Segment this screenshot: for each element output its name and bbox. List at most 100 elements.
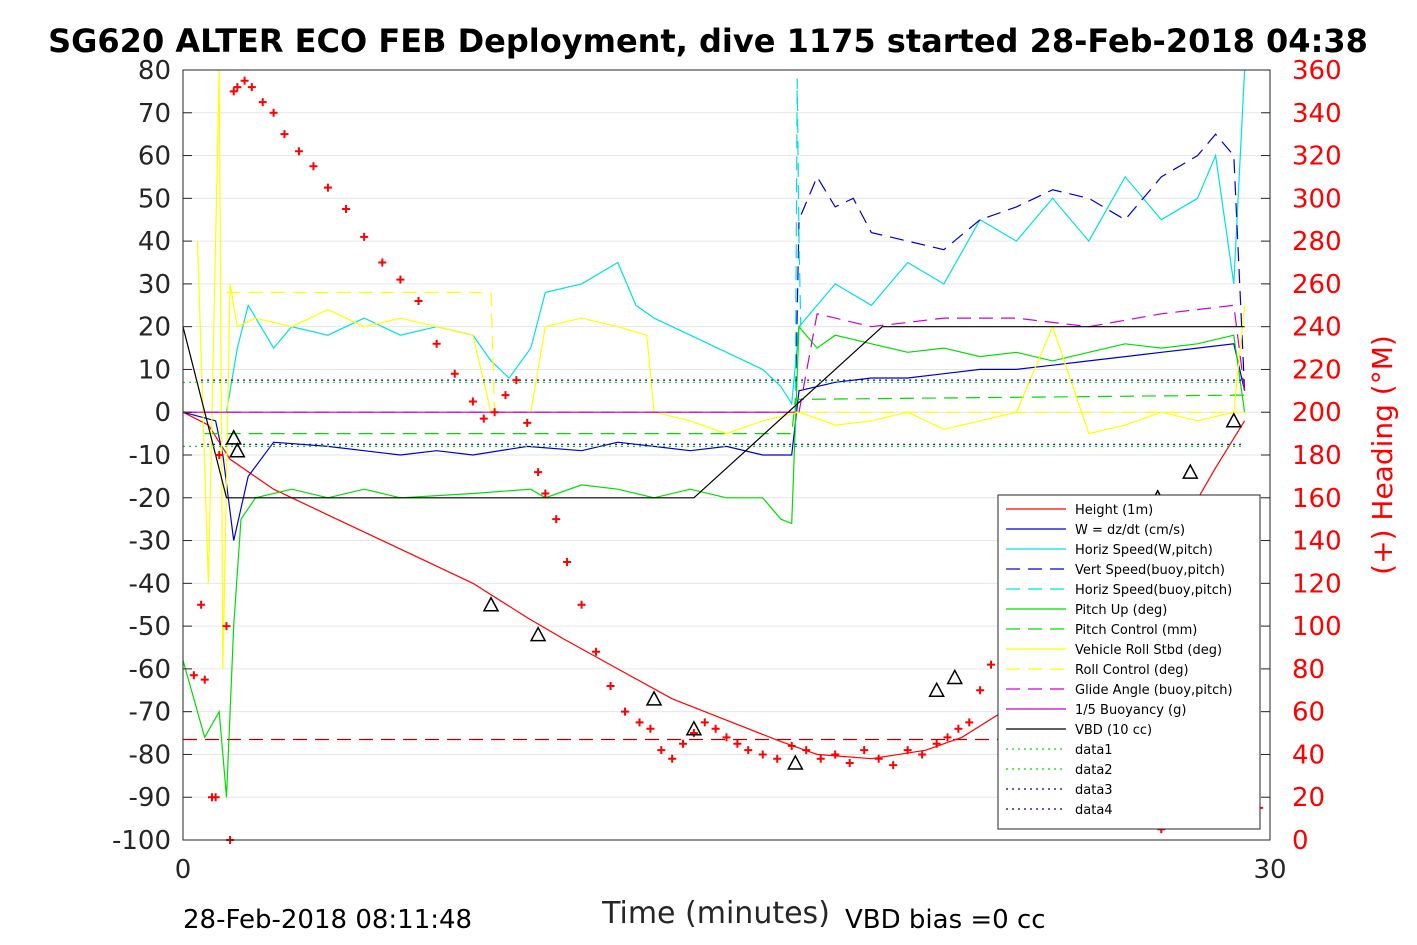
heading-point	[606, 682, 615, 690]
heading-point	[744, 746, 753, 755]
heading-point	[689, 729, 698, 738]
legend-entry: VBD (10 cc)	[1075, 723, 1152, 738]
x-axis: 0 30	[175, 831, 1287, 885]
heading-point	[816, 754, 825, 763]
heading-point	[563, 557, 572, 566]
heading-point	[577, 600, 586, 609]
y-tick-label: -40	[129, 569, 171, 599]
heading-point	[700, 718, 709, 727]
legend-box	[997, 494, 1261, 830]
y-axis-left: 80 70 60 50 40 30 20 10 0 -10 -20 -30 -40 -50 -60 -70 -8…	[112, 56, 192, 856]
series-line-6	[204, 394, 1245, 435]
y2-tick-label: 80	[1292, 655, 1325, 685]
heading-point	[965, 718, 974, 727]
y-tick-label: -70	[129, 698, 171, 728]
heading-point	[679, 739, 688, 748]
series-line-1	[182, 343, 1246, 541]
heading-point	[668, 754, 677, 763]
legend: Height (1m) W = dz/dt (cm/s) Horiz Speed(W…	[997, 494, 1261, 830]
heading-point	[211, 793, 220, 802]
y2-tick-label: 300	[1292, 184, 1342, 214]
heading-point	[860, 746, 869, 755]
series-line-4	[794, 78, 802, 413]
x-axis-label: Time (minutes)	[601, 896, 830, 931]
y2-tick-label: 0	[1292, 826, 1309, 856]
legend-entry: Pitch Up (deg)	[1075, 603, 1167, 618]
heading-point	[932, 739, 941, 748]
triangle-marker	[787, 754, 804, 770]
heading-point	[976, 686, 985, 695]
series-line-9	[183, 304, 1246, 413]
heading-point	[280, 130, 289, 139]
footer-timestamp: 28-Feb-2018 08:11:48	[183, 905, 472, 935]
heading-point	[222, 622, 231, 631]
triangle-marker	[1225, 412, 1243, 428]
y2-tick-label: 320	[1292, 142, 1342, 172]
legend-entry: Horiz Speed(W,pitch)	[1075, 543, 1213, 558]
triangle-marker	[645, 690, 663, 706]
heading-point	[635, 718, 644, 727]
chart-title: SG620 ALTER ECO FEB Deployment, dive 117…	[48, 22, 1368, 60]
y-tick-label: -90	[129, 783, 171, 813]
legend-entry: data3	[1075, 783, 1113, 798]
triangle-marker	[529, 626, 547, 642]
legend-entry: 1/5 Buoyancy (g)	[1075, 703, 1186, 718]
heading-point	[523, 418, 532, 427]
y2-tick-label: 120	[1292, 569, 1342, 599]
heading-point	[903, 746, 912, 755]
heading-point	[342, 205, 351, 214]
triangle-marker	[225, 429, 242, 445]
y-tick-label: -30	[129, 527, 171, 557]
heading-point	[646, 724, 655, 733]
heading-point	[360, 232, 369, 241]
heading-point	[621, 707, 630, 716]
y2-tick-label: 100	[1292, 612, 1342, 642]
legend-entry: Glide Angle (buoy,pitch)	[1075, 683, 1233, 698]
legend-entry: Pitch Control (mm)	[1075, 623, 1197, 638]
y-tick-label: 20	[138, 313, 171, 343]
y-tick-label: -10	[129, 441, 171, 471]
x-tick-label: 0	[175, 855, 192, 885]
heading-point	[722, 733, 731, 742]
heading-point	[711, 724, 720, 733]
heading-point	[889, 761, 898, 770]
heading-point	[197, 600, 206, 609]
heading-point	[490, 408, 499, 417]
triangle-marker	[928, 681, 945, 698]
heading-point	[294, 147, 303, 156]
heading-point	[802, 746, 811, 755]
heading-point	[233, 83, 242, 92]
series-line-3	[794, 133, 1246, 413]
y2-tick-label: 160	[1292, 484, 1342, 514]
heading-point	[396, 275, 405, 284]
heading-point	[874, 754, 883, 763]
y2-tick-label: 240	[1292, 313, 1342, 343]
heading-point	[987, 660, 996, 669]
heading-point	[954, 724, 963, 733]
triangle-marker	[482, 596, 500, 612]
y-tick-label: -80	[129, 740, 171, 770]
heading-point	[258, 98, 267, 107]
heading-point	[200, 675, 209, 684]
heading-point	[468, 397, 477, 406]
legend-entry: data1	[1075, 743, 1113, 758]
heading-point	[918, 750, 927, 759]
heading-point	[479, 414, 488, 423]
heading-point	[552, 515, 561, 524]
heading-point	[323, 183, 332, 192]
heading-point	[534, 468, 543, 477]
y-tick-label: -100	[112, 826, 171, 856]
heading-point	[247, 83, 256, 92]
legend-entry: W = dz/dt (cm/s)	[1075, 523, 1185, 538]
triangle-marker	[229, 442, 246, 458]
x-tick-label: 30	[1253, 855, 1286, 885]
y2-tick-label: 60	[1292, 698, 1325, 728]
y2-tick-label: 40	[1292, 740, 1325, 770]
legend-entry: Horiz Speed(buoy,pitch)	[1075, 583, 1232, 598]
y2-tick-label: 220	[1292, 355, 1342, 385]
y-tick-label: 0	[154, 398, 171, 428]
y2-tick-label: 180	[1292, 441, 1342, 471]
y2-tick-label: 340	[1292, 99, 1342, 129]
heading-point	[269, 108, 278, 117]
y-tick-label: -50	[129, 612, 171, 642]
